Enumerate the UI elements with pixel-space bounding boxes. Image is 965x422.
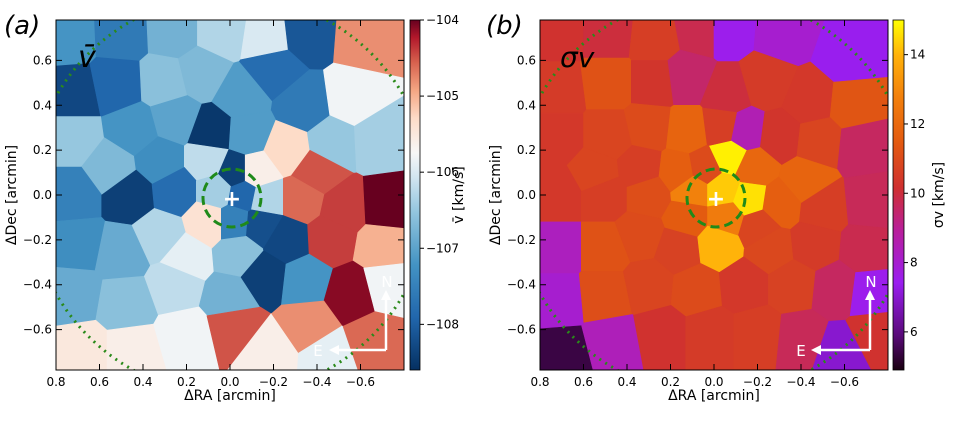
x-tick-label: −0.6 (346, 375, 375, 389)
colorbar-tick-label: −104 (426, 13, 459, 27)
panel-a: (a) 0.8 0.6 0.4 0.2 0.0 −0.2 −0.4 −0.6 0.6 0.4 0.2… (4, 11, 467, 404)
voronoi-cell (685, 305, 734, 370)
colorbar-tick-label: 10 (910, 186, 925, 200)
colorbar-tick-label: −108 (426, 317, 459, 331)
ticks-b: 0.8 0.6 0.4 0.2 0.0 −0.2 −0.4 −0.6 0.6 0.4 0.2 0.0 −… (507, 20, 888, 389)
voronoi-cell (838, 224, 888, 273)
east-label-b: E (796, 342, 805, 360)
y-tick-label: 0.4 (517, 98, 536, 112)
colorbar-tick-label: −105 (426, 89, 459, 103)
x-tick-label: 0.2 (177, 375, 196, 389)
xlabel-b: ΔRA [arcmin] (668, 388, 760, 404)
colorbar-a (409, 19, 421, 371)
y-tick-label: −0.2 (23, 233, 52, 247)
voronoi-cell (630, 60, 675, 108)
panel-label-a: (a) (4, 11, 40, 41)
voronoi-cells-a (56, 20, 404, 370)
colorbar-ticks-b: 6 8 10 12 14 (904, 48, 925, 339)
ylabel-a: ΔDec [arcmin] (4, 145, 20, 245)
east-label-a: E (313, 342, 322, 360)
x-tick-label: 0.0 (704, 375, 723, 389)
north-label-b: N (865, 273, 876, 291)
x-tick-label: 0.8 (530, 375, 549, 389)
panel-b: (b) 0.8 0.6 0.4 0.2 0.0 −0.2 −0.4 −0.6 0.6 0.4 0.2… (486, 11, 947, 404)
y-tick-label: 0.0 (33, 188, 52, 202)
voronoi-cell (94, 20, 149, 62)
colorbar-label-a: v̄ [km/s] (451, 166, 467, 223)
x-tick-label: 0.2 (661, 375, 680, 389)
ylabel-b: ΔDec [arcmin] (488, 145, 504, 245)
center-marker-a: + (223, 187, 241, 212)
east-arrowhead-b (811, 345, 821, 355)
x-tick-label: −0.4 (786, 375, 815, 389)
north-label-a: N (381, 273, 392, 291)
x-tick-label: −0.6 (830, 375, 859, 389)
center-region-circle-b (685, 167, 747, 229)
north-arrowhead-a (381, 290, 391, 300)
north-arrowhead-b (865, 290, 875, 300)
y-tick-label: 0.0 (517, 188, 536, 202)
colorbar-tick-label: −107 (426, 241, 459, 255)
colorbar-label-b: σv [km/s] (931, 162, 947, 228)
voronoi-cell (665, 105, 708, 154)
voronoi-cell (628, 20, 681, 61)
compass-a: N E (313, 273, 392, 360)
center-region-circle-a (201, 167, 263, 229)
xlabel-a: ΔRA [arcmin] (184, 388, 276, 404)
y-tick-label: 0.2 (517, 143, 536, 157)
voronoi-cell (578, 270, 633, 324)
y-tick-label: 0.6 (517, 53, 536, 67)
y-tick-label: −0.2 (507, 233, 536, 247)
colorbar-b (892, 19, 905, 371)
east-arrowhead-a (329, 345, 339, 355)
y-tick-label: −0.6 (23, 323, 52, 337)
x-tick-label: 0.0 (220, 375, 239, 389)
ticks-a: 0.8 0.6 0.4 0.2 0.0 −0.2 −0.4 −0.6 0.6 0.4 0.2 0.0 −… (23, 20, 404, 389)
colorbar-tick-label: 12 (910, 117, 925, 131)
inset-label-b: σv (560, 41, 595, 74)
voronoi-cell (540, 273, 585, 330)
colorbar-tick-label: 14 (910, 48, 925, 62)
x-tick-label: −0.2 (743, 375, 772, 389)
x-tick-label: −0.2 (259, 375, 288, 389)
compass-b: N E (796, 273, 876, 360)
y-tick-label: −0.4 (507, 278, 536, 292)
voronoi-cell (239, 49, 311, 102)
x-tick-label: 0.8 (46, 375, 65, 389)
colorbar-tick-label: −106 (426, 165, 459, 179)
x-tick-label: 0.4 (617, 375, 636, 389)
colorbar-ticks-a: −104 −105 −106 −107 −108 (420, 13, 459, 331)
voronoi-cell (845, 312, 888, 370)
y-tick-label: −0.4 (23, 278, 52, 292)
x-tick-label: 0.6 (574, 375, 593, 389)
y-tick-label: −0.6 (507, 323, 536, 337)
voronoi-cell (352, 224, 404, 269)
y-tick-label: 0.4 (33, 98, 52, 112)
voronoi-cells-b (540, 20, 888, 370)
voronoi-cell (56, 266, 104, 327)
x-tick-label: 0.4 (133, 375, 152, 389)
y-tick-label: 0.6 (33, 53, 52, 67)
y-tick-label: 0.2 (33, 143, 52, 157)
center-marker-b: + (707, 187, 725, 212)
colorbar-tick-label: 8 (910, 256, 918, 270)
panel-label-b: (b) (486, 11, 523, 41)
x-tick-label: −0.4 (302, 375, 331, 389)
inset-label-a: v̄ (78, 40, 97, 75)
voronoi-cell (733, 304, 782, 370)
voronoi-cell (843, 171, 888, 229)
x-tick-label: 0.6 (90, 375, 109, 389)
voronoi-cell (362, 170, 404, 229)
voronoi-cell (540, 221, 582, 274)
colorbar-tick-label: 6 (910, 325, 918, 339)
